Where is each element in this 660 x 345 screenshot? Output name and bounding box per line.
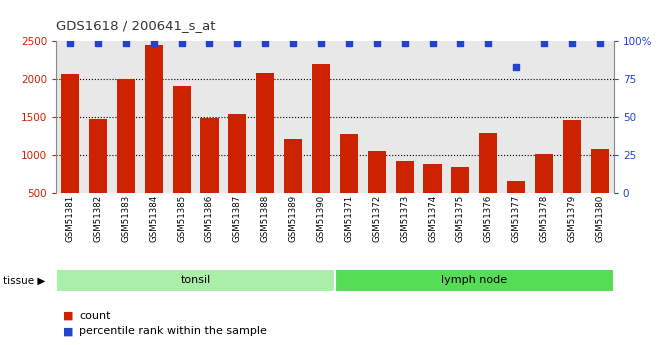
Bar <box>201 118 218 231</box>
Bar <box>535 154 553 231</box>
Bar <box>256 73 275 231</box>
Point <box>176 40 187 46</box>
Point <box>148 40 159 46</box>
Bar <box>312 64 330 231</box>
Point <box>204 40 214 46</box>
Point <box>260 40 271 46</box>
Point <box>399 40 410 46</box>
Point <box>121 40 131 46</box>
Text: GDS1618 / 200641_s_at: GDS1618 / 200641_s_at <box>56 19 216 32</box>
Bar <box>89 119 107 231</box>
Bar <box>368 151 386 231</box>
Bar <box>451 167 469 231</box>
Text: tonsil: tonsil <box>180 275 211 285</box>
Point <box>232 40 243 46</box>
Text: count: count <box>79 311 111 321</box>
Point <box>595 40 605 46</box>
Bar <box>479 133 498 231</box>
Bar <box>61 74 79 231</box>
Point <box>288 40 298 46</box>
Bar <box>228 114 246 231</box>
Text: ■: ■ <box>63 326 73 336</box>
Point <box>483 40 494 46</box>
Bar <box>591 149 609 231</box>
Point <box>372 40 382 46</box>
Bar <box>424 164 442 231</box>
Text: percentile rank within the sample: percentile rank within the sample <box>79 326 267 336</box>
Point <box>567 40 578 46</box>
Point <box>455 40 466 46</box>
Bar <box>395 160 414 231</box>
Point <box>92 40 103 46</box>
Bar <box>507 181 525 231</box>
Text: tissue ▶: tissue ▶ <box>3 275 46 285</box>
Bar <box>56 269 335 292</box>
Bar <box>172 86 191 231</box>
Point <box>427 40 438 46</box>
Bar <box>284 139 302 231</box>
Bar <box>335 269 614 292</box>
Text: ■: ■ <box>63 311 73 321</box>
Point <box>315 40 326 46</box>
Point <box>65 40 75 46</box>
Point <box>344 40 354 46</box>
Bar <box>145 45 163 231</box>
Text: lymph node: lymph node <box>442 275 508 285</box>
Point <box>511 65 521 70</box>
Bar <box>340 134 358 231</box>
Point <box>539 40 549 46</box>
Bar <box>563 120 581 231</box>
Bar <box>117 79 135 231</box>
